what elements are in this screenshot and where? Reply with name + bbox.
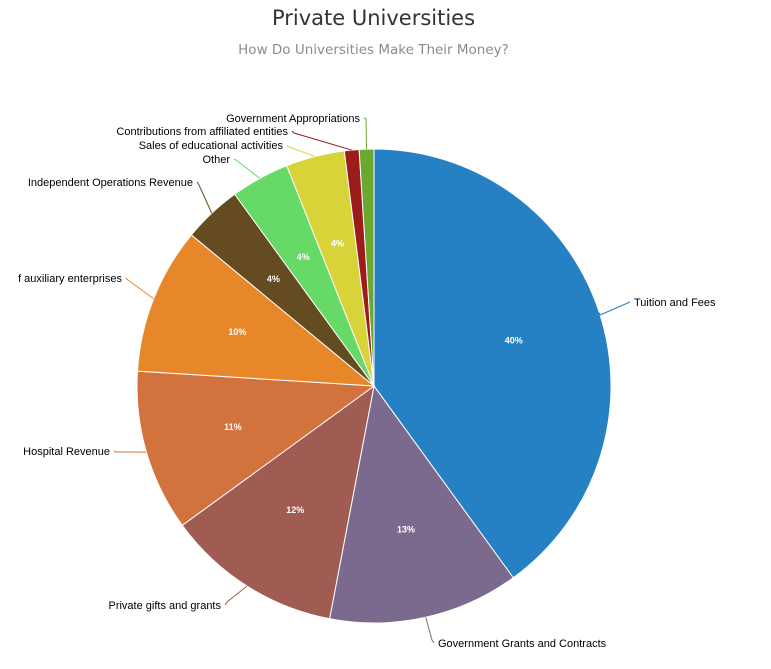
connector-sales-and-services-of-auxiliary-enterprises <box>125 277 154 300</box>
data-label-other: 4% <box>297 252 310 262</box>
data-label-sales-and-services-of-auxiliary-enterprises: 10% <box>228 327 246 337</box>
connector-government-appropriations <box>363 117 368 150</box>
connector-hospital-revenue <box>113 450 147 453</box>
category-label-sales-and-services-of-auxiliary-enterprises: f auxiliary enterprises <box>18 273 122 285</box>
chart-subtitle: How Do Universities Make Their Money? <box>238 42 509 58</box>
category-label-tuition-and-fees: Tuition and Fees <box>634 297 716 309</box>
pie-slice-government-grants-and-contracts[interactable] <box>329 384 515 624</box>
data-label-hospital-revenue: 11% <box>224 422 242 432</box>
data-label-independent-operations-revenue: 4% <box>267 274 280 284</box>
pie-slice-private-gifts-and-grants[interactable] <box>181 384 375 620</box>
pie-slice-hospital-revenue[interactable] <box>136 370 376 527</box>
data-label-sales-of-educational-activities: 4% <box>331 239 344 249</box>
connector-tuition-and-fees <box>598 301 631 316</box>
category-label-independent-operations-revenue: Independent Operations Revenue <box>28 177 193 189</box>
data-label-government-grants-and-contracts: 13% <box>397 524 415 534</box>
connector-independent-operations-revenue <box>196 181 213 214</box>
connector-government-grants-and-contracts <box>425 617 435 644</box>
category-label-hospital-revenue: Hospital Revenue <box>23 446 110 458</box>
pie-slice-sales-and-services-of-auxiliary-enterprises[interactable] <box>136 234 376 387</box>
category-label-other: Other <box>202 154 230 166</box>
data-label-tuition-and-fees: 40% <box>505 336 523 346</box>
connector-sales-of-educational-activities <box>286 144 316 157</box>
connector-private-gifts-and-grants <box>224 585 248 606</box>
category-label-private-gifts-and-grants: Private gifts and grants <box>108 600 221 612</box>
connector-other <box>233 158 261 179</box>
chart-title: Private Universities <box>271 6 476 30</box>
category-label-contributions-from-affiliated-entities: Contributions from affiliated entities <box>116 126 288 138</box>
category-label-government-appropriations: Government Appropriations <box>226 113 360 125</box>
pie-slice-government-appropriations[interactable] <box>358 148 375 387</box>
data-label-private-gifts-and-grants: 12% <box>286 505 304 515</box>
connector-contributions-from-affiliated-entities <box>291 130 352 151</box>
category-label-sales-of-educational-activities: Sales of educational activities <box>139 140 284 152</box>
category-label-government-grants-and-contracts: Government Grants and Contracts <box>438 638 607 650</box>
